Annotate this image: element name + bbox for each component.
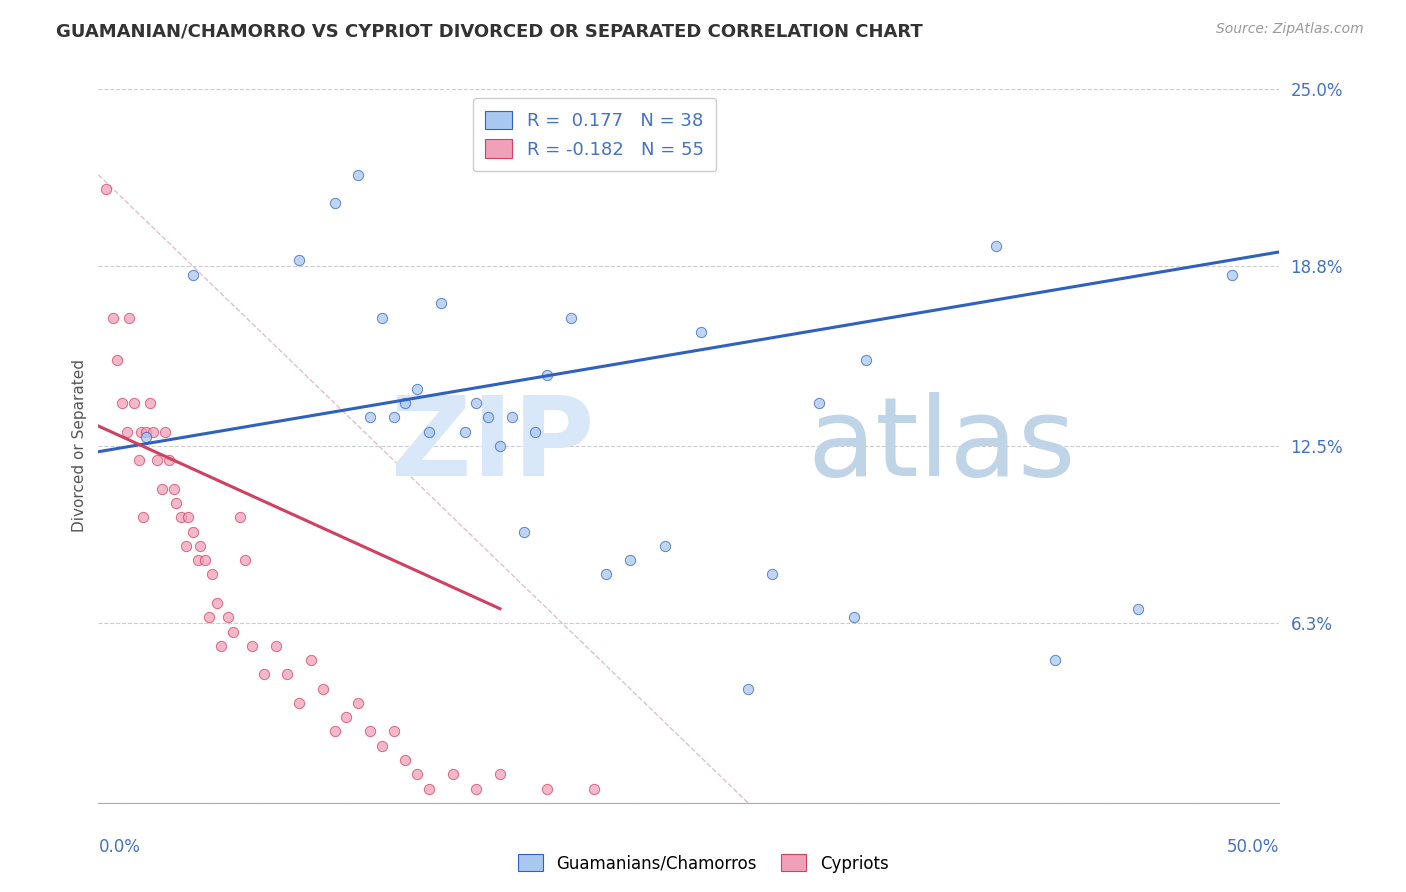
Point xyxy=(406,767,429,781)
Text: atlas: atlas xyxy=(807,392,1076,500)
Point xyxy=(418,425,440,439)
Point xyxy=(170,510,193,524)
Point xyxy=(489,439,512,453)
Point xyxy=(240,639,263,653)
Point xyxy=(101,310,124,325)
Point xyxy=(512,524,534,539)
Point xyxy=(188,539,211,553)
Point xyxy=(312,681,335,696)
Point xyxy=(222,624,245,639)
Text: GUAMANIAN/CHAMORRO VS CYPRIOT DIVORCED OR SEPARATED CORRELATION CHART: GUAMANIAN/CHAMORRO VS CYPRIOT DIVORCED O… xyxy=(56,22,922,40)
Point xyxy=(619,553,641,567)
Text: Source: ZipAtlas.com: Source: ZipAtlas.com xyxy=(1216,22,1364,37)
Point xyxy=(737,681,759,696)
Point xyxy=(111,396,134,410)
Point xyxy=(217,610,239,624)
Point xyxy=(264,639,287,653)
Point xyxy=(142,425,165,439)
Point xyxy=(118,310,141,325)
Point xyxy=(115,425,138,439)
Point xyxy=(359,724,381,739)
Point xyxy=(807,396,830,410)
Point xyxy=(139,396,162,410)
Point xyxy=(984,239,1007,253)
Point xyxy=(855,353,877,368)
Point xyxy=(489,767,512,781)
Point xyxy=(536,781,558,796)
Point xyxy=(129,425,152,439)
Point xyxy=(323,196,346,211)
Point xyxy=(163,482,186,496)
Point xyxy=(181,524,204,539)
Text: 0.0%: 0.0% xyxy=(98,838,141,856)
Point xyxy=(157,453,180,467)
Point xyxy=(165,496,187,510)
Point xyxy=(524,425,547,439)
Point xyxy=(194,553,217,567)
Point xyxy=(323,724,346,739)
Point xyxy=(418,781,440,796)
Point xyxy=(441,767,464,781)
Point xyxy=(761,567,783,582)
Point xyxy=(394,753,416,767)
Point xyxy=(477,410,499,425)
Point xyxy=(187,553,209,567)
Point xyxy=(501,410,523,425)
Point xyxy=(1043,653,1066,667)
Point xyxy=(201,567,224,582)
Point xyxy=(595,567,617,582)
Point xyxy=(150,482,173,496)
Point xyxy=(229,510,252,524)
Y-axis label: Divorced or Separated: Divorced or Separated xyxy=(72,359,87,533)
Legend: Guamanians/Chamorros, Cypriots: Guamanians/Chamorros, Cypriots xyxy=(510,847,896,880)
Point xyxy=(209,639,232,653)
Legend: R =  0.177   N = 38, R = -0.182   N = 55: R = 0.177 N = 38, R = -0.182 N = 55 xyxy=(472,98,717,171)
Point xyxy=(233,553,256,567)
Point xyxy=(371,310,394,325)
Point xyxy=(359,410,381,425)
Point xyxy=(288,696,311,710)
Point xyxy=(198,610,221,624)
Point xyxy=(205,596,228,610)
Point xyxy=(94,182,117,196)
Point xyxy=(276,667,298,681)
Point xyxy=(177,510,200,524)
Point xyxy=(128,453,150,467)
Point xyxy=(335,710,357,724)
Point xyxy=(465,396,488,410)
Point xyxy=(153,425,176,439)
Point xyxy=(654,539,676,553)
Point xyxy=(146,453,169,467)
Point xyxy=(844,610,866,624)
Point xyxy=(453,425,475,439)
Point xyxy=(253,667,276,681)
Point xyxy=(394,396,416,410)
Point xyxy=(371,739,394,753)
Point xyxy=(135,425,157,439)
Point xyxy=(347,696,370,710)
Text: ZIP: ZIP xyxy=(391,392,595,500)
Point xyxy=(174,539,197,553)
Point xyxy=(430,296,453,310)
Point xyxy=(689,325,711,339)
Point xyxy=(406,382,429,396)
Point xyxy=(1220,268,1243,282)
Point xyxy=(299,653,322,667)
Point xyxy=(382,724,405,739)
Point xyxy=(122,396,145,410)
Point xyxy=(1126,601,1149,615)
Point xyxy=(105,353,128,368)
Point xyxy=(347,168,370,182)
Point xyxy=(382,410,405,425)
Point xyxy=(288,253,311,268)
Point xyxy=(583,781,606,796)
Point xyxy=(181,268,204,282)
Point xyxy=(135,430,157,444)
Text: 50.0%: 50.0% xyxy=(1227,838,1279,856)
Point xyxy=(536,368,558,382)
Point xyxy=(465,781,488,796)
Point xyxy=(560,310,582,325)
Point xyxy=(132,510,155,524)
